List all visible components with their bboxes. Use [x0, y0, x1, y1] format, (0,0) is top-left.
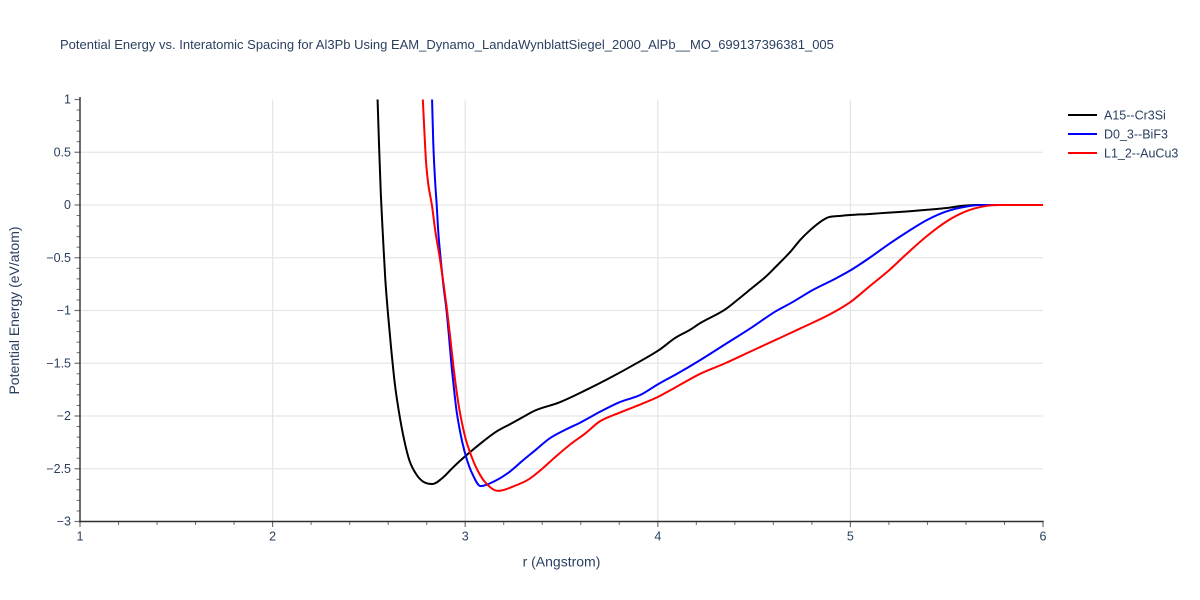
axis-ticks: 1 2 3 4 5 6 1 0.5 0 −0.5 −1 −1.5 −2 −2.5 −3: [46, 93, 1046, 544]
legend-label: A15--Cr3Si: [1104, 109, 1166, 123]
x-tick-label: 2: [269, 530, 276, 544]
x-axis-title: r (Angstrom): [523, 554, 601, 570]
x-tick-label: 1: [77, 530, 84, 544]
legend-item-A15--Cr3Si[interactable]: A15--Cr3Si: [1068, 109, 1166, 123]
legend-item-D0_3--BiF3[interactable]: D0_3--BiF3: [1068, 128, 1168, 142]
chart-title: Potential Energy vs. Interatomic Spacing…: [60, 37, 834, 52]
legend-item-L1_2--AuCu3[interactable]: L1_2--AuCu3: [1068, 147, 1178, 161]
curve-D0_3--BiF3: [431, 99, 1043, 488]
legend-label: L1_2--AuCu3: [1104, 147, 1178, 161]
y-tick-label: −2.5: [46, 462, 71, 476]
y-tick-label: 0: [64, 198, 71, 212]
y-tick-label: −3: [57, 515, 71, 529]
gridlines: [80, 99, 1043, 522]
x-tick-label: 3: [462, 530, 469, 544]
curve-A15--Cr3Si: [376, 99, 1043, 486]
x-tick-label: 5: [847, 530, 854, 544]
y-tick-label: −1: [57, 304, 71, 318]
y-tick-label: −1.5: [46, 356, 71, 370]
curve-L1_2--AuCu3: [421, 99, 1043, 492]
y-tick-label: −2: [57, 409, 71, 423]
legend: A15--Cr3Si D0_3--BiF3 L1_2--AuCu3: [1068, 109, 1178, 161]
x-tick-label: 4: [654, 530, 661, 544]
y-axis-title: Potential Energy (eV/atom): [6, 226, 22, 394]
y-tick-label: 1: [64, 93, 71, 107]
x-tick-label: 6: [1040, 530, 1047, 544]
curves: [376, 99, 1043, 492]
y-tick-label: −0.5: [46, 251, 71, 265]
legend-label: D0_3--BiF3: [1104, 128, 1168, 142]
y-tick-label: 0.5: [54, 145, 71, 159]
